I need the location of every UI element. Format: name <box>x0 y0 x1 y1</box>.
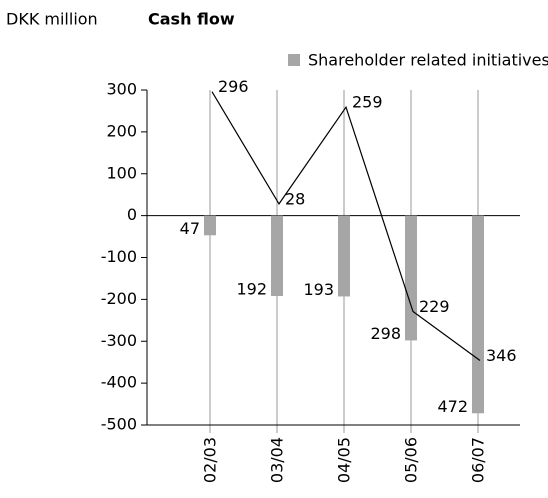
y-tick-label: -500 <box>101 415 137 434</box>
y-tick-label: -200 <box>101 289 137 308</box>
bar-value-label: 193 <box>303 280 334 299</box>
line-value-label: 346 <box>486 346 517 365</box>
y-tick-label: 0 <box>127 205 137 224</box>
x-tick-label: 06/07 <box>469 437 488 483</box>
line-value-label: 259 <box>352 93 383 112</box>
line-value-label: 28 <box>285 189 305 208</box>
line-value-label: 229 <box>419 297 450 316</box>
legend-label: Shareholder related initiatives <box>308 51 548 70</box>
bar-value-label: 472 <box>437 397 468 416</box>
x-tick-label: 04/05 <box>335 437 354 483</box>
y-tick-label: -400 <box>101 373 137 392</box>
y-tick-label: 200 <box>106 121 137 140</box>
bar-value-label: 298 <box>370 324 401 343</box>
bar <box>338 215 350 297</box>
unit-label: DKK million <box>6 10 98 29</box>
x-tick-label: 02/03 <box>201 437 220 483</box>
bar-value-label: 47 <box>180 219 200 238</box>
bar <box>405 215 417 341</box>
y-tick-label: -100 <box>101 247 137 266</box>
x-tick-label: 05/06 <box>402 437 421 483</box>
bar <box>271 215 283 297</box>
bar <box>204 215 216 236</box>
bar-value-label: 192 <box>236 280 267 299</box>
line <box>211 91 481 361</box>
bar <box>472 215 484 414</box>
chart-title: Cash flow <box>148 10 235 29</box>
y-tick-label: 100 <box>106 163 137 182</box>
x-tick-label: 03/04 <box>268 437 287 483</box>
y-tick-label: -300 <box>101 331 137 350</box>
y-tick-label: 300 <box>106 80 137 99</box>
line-value-label: 296 <box>218 77 249 96</box>
legend-swatch <box>288 54 300 66</box>
